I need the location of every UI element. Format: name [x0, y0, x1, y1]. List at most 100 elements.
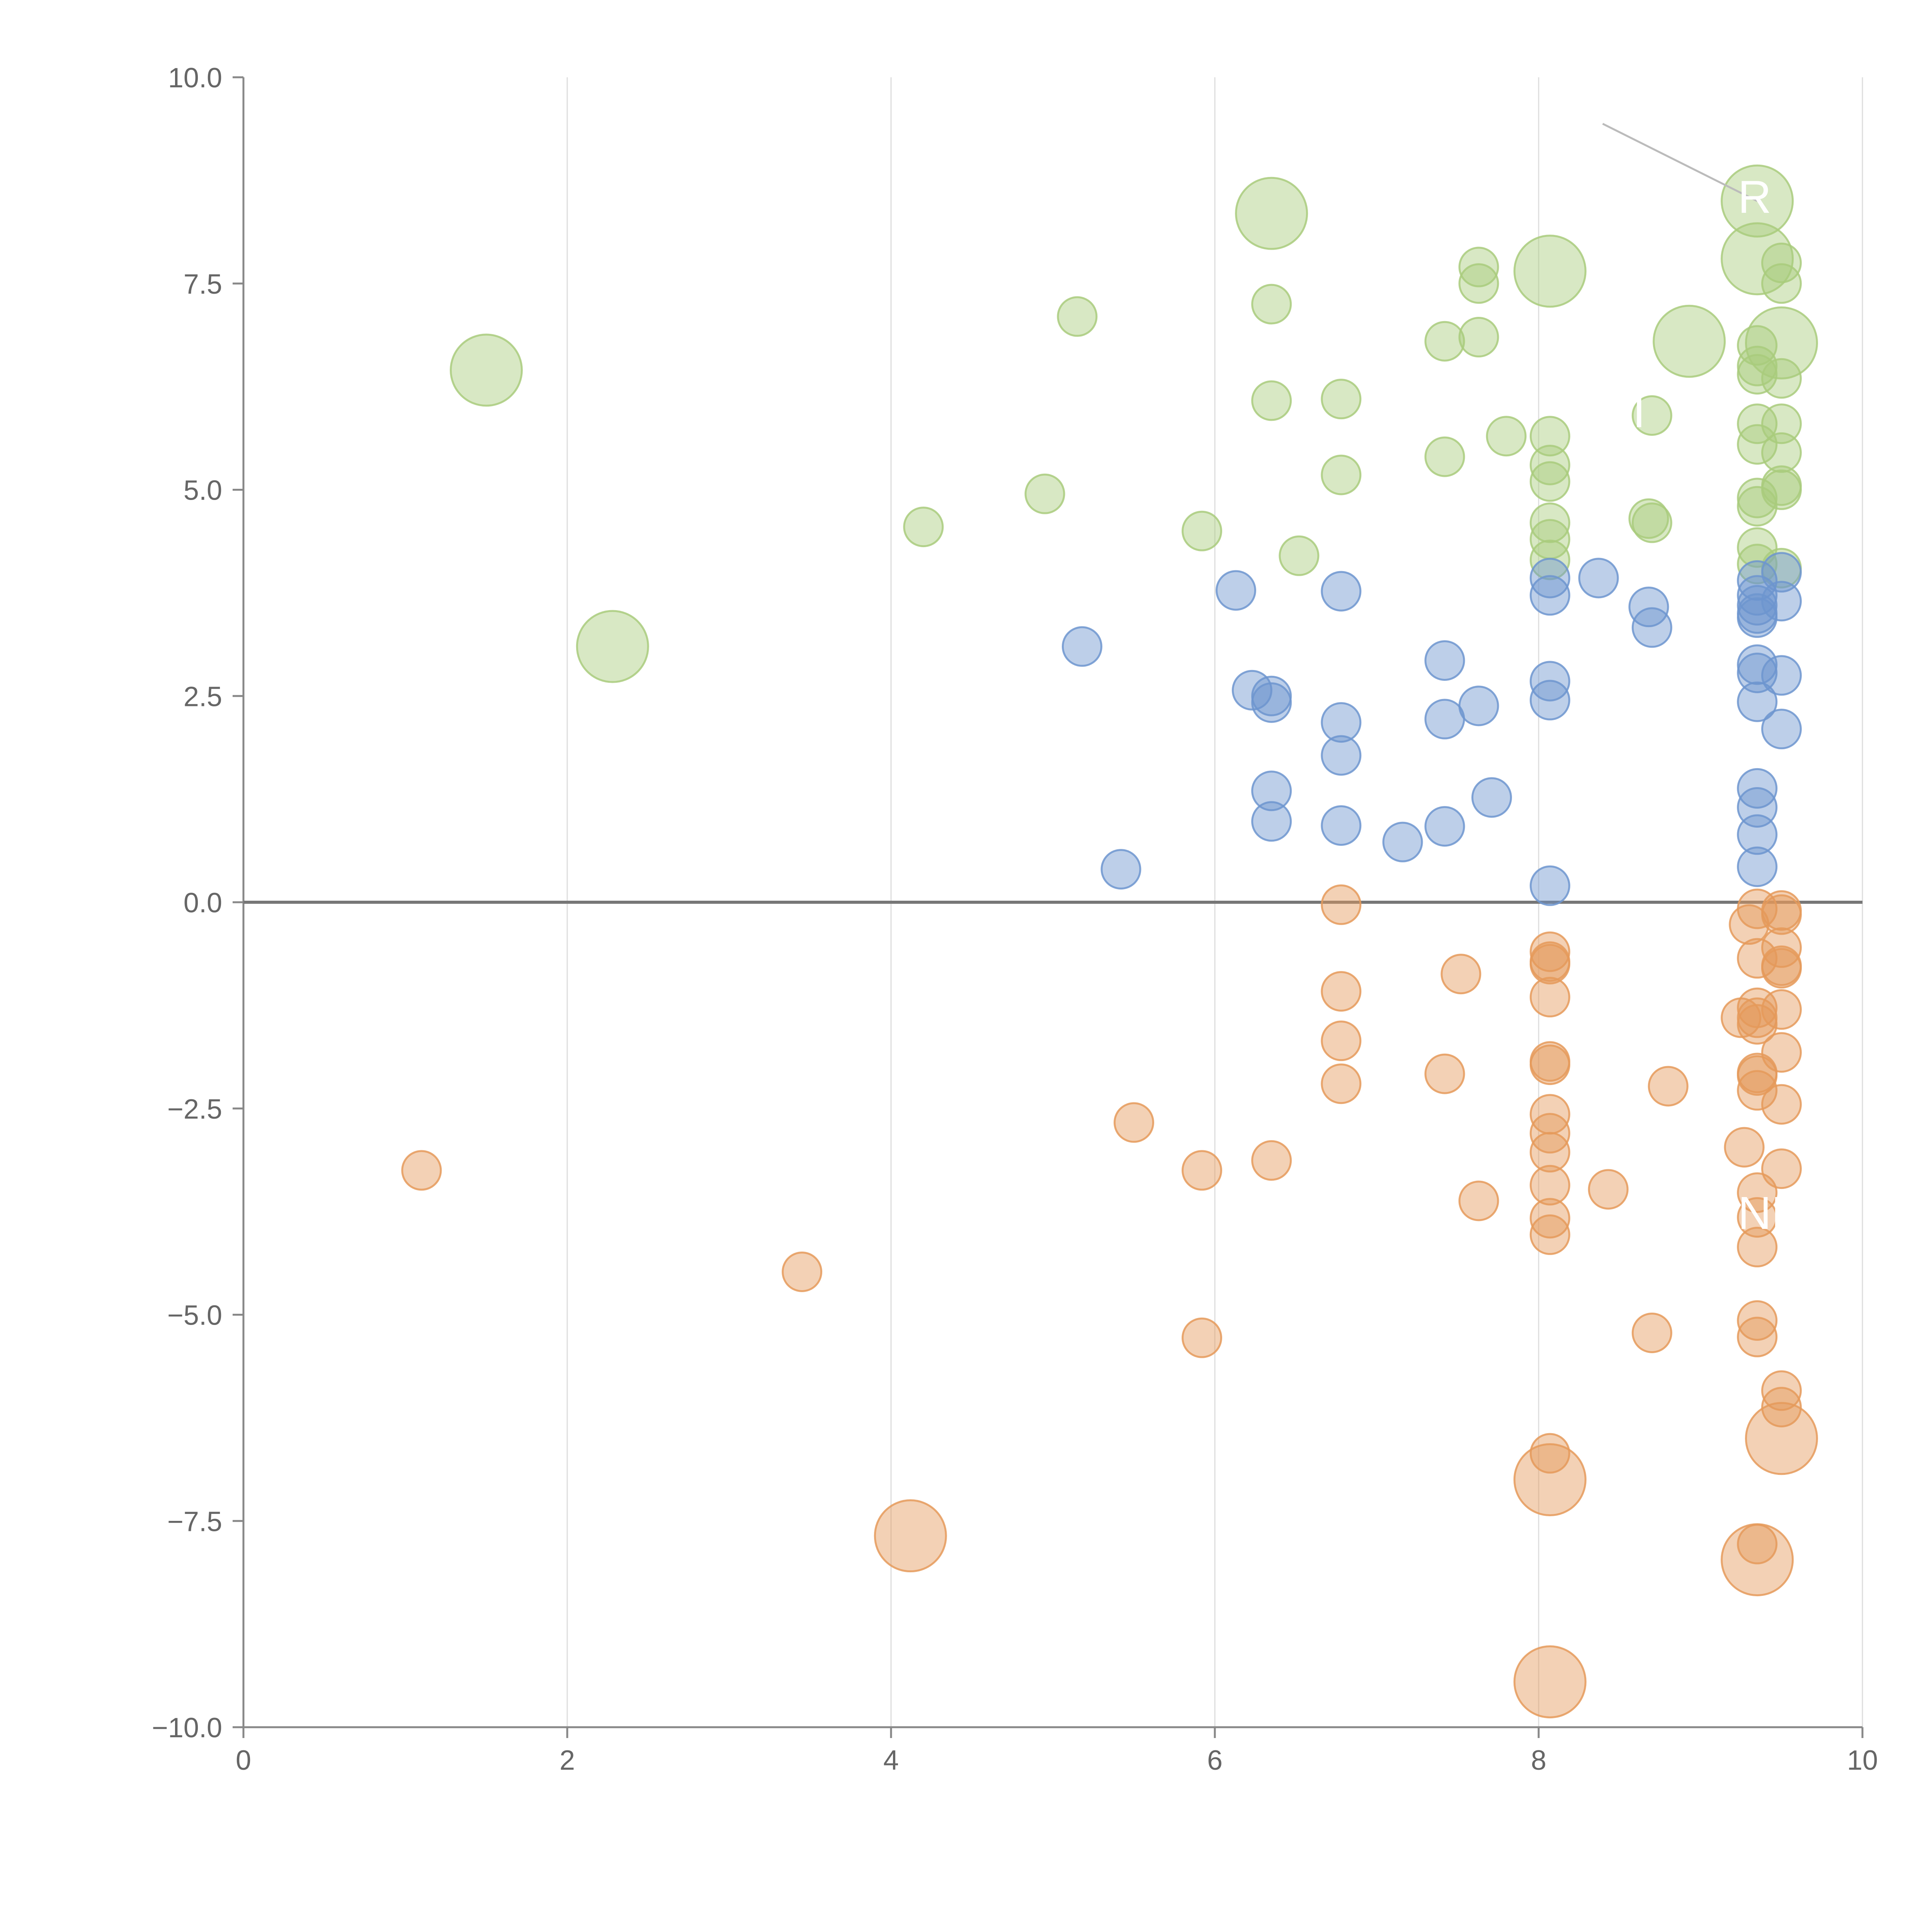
- green-point-20: [1529, 444, 1570, 485]
- green-point-26: [1631, 502, 1672, 543]
- y-tick-label-7: −7.5: [167, 1506, 222, 1537]
- blue-point-33: [1737, 681, 1778, 722]
- green-point-9: [1279, 535, 1320, 576]
- orange-point-13: [1458, 1180, 1499, 1221]
- orange-point-5: [1181, 1317, 1222, 1358]
- blue-point-37: [1737, 846, 1778, 887]
- green-point-15: [1458, 263, 1499, 304]
- blue-point-22: [1529, 865, 1570, 906]
- orange-point-0: [401, 1150, 442, 1191]
- orange-point-39: [1737, 1004, 1778, 1045]
- blue-point-1: [1100, 849, 1141, 890]
- y-tick-label-2: 5.0: [184, 475, 222, 506]
- annotation-labels: R I NE: [1633, 171, 1802, 1239]
- orange-point-52: [1761, 927, 1802, 968]
- blue-point-21: [1529, 680, 1570, 721]
- orange-point-29: [1588, 1169, 1629, 1210]
- orange-point-51: [1761, 894, 1802, 935]
- orange-point-27: [1513, 1443, 1587, 1516]
- blue-point-11: [1321, 805, 1362, 846]
- orange-point-55: [1761, 989, 1802, 1030]
- orange-point-30: [1631, 1312, 1672, 1353]
- blue-point-5: [1251, 682, 1292, 723]
- y-tick-label-6: −5.0: [167, 1300, 222, 1331]
- green-point-22: [1529, 502, 1570, 543]
- orange-point-6: [1251, 1140, 1292, 1181]
- blue-point-7: [1251, 801, 1292, 842]
- orange-point-33: [1724, 1127, 1765, 1168]
- orange-point-26: [1529, 1433, 1570, 1474]
- orange-point-22: [1529, 1132, 1570, 1173]
- green-point-0: [450, 333, 523, 407]
- blue-point-24: [1628, 587, 1669, 628]
- green-point-16: [1458, 317, 1499, 358]
- blue-point-18: [1529, 558, 1570, 599]
- data-points: [401, 164, 1818, 1719]
- orange-point-17: [1529, 977, 1570, 1018]
- blue-point-9: [1321, 702, 1362, 743]
- orange-point-60: [1761, 1387, 1802, 1428]
- blue-point-0: [1061, 626, 1102, 667]
- green-point-35: [1737, 424, 1778, 465]
- orange-point-19: [1529, 1044, 1570, 1085]
- green-point-28: [1653, 304, 1726, 378]
- green-point-45: [1761, 432, 1802, 473]
- green-point-17: [1486, 416, 1527, 457]
- y-tick-label-8: −10.0: [152, 1713, 222, 1743]
- orange-point-43: [1737, 1172, 1778, 1213]
- green-point-21: [1529, 461, 1570, 502]
- green-point-36: [1737, 478, 1778, 519]
- blue-point-14: [1424, 699, 1465, 740]
- orange-point-3: [1114, 1102, 1154, 1143]
- green-point-3: [1024, 473, 1065, 514]
- x-tick-label-0: 0: [236, 1745, 251, 1776]
- orange-point-45: [1737, 1226, 1778, 1267]
- y-tick-label-1: 7.5: [184, 269, 222, 300]
- orange-point-28: [1513, 1645, 1587, 1719]
- green-point-13: [1424, 436, 1465, 477]
- x-tick-label-4: 4: [883, 1745, 899, 1776]
- green-point-8: [1251, 380, 1292, 421]
- annotation-leaders: [1602, 123, 1758, 202]
- blue-point-19: [1529, 575, 1570, 616]
- blue-point-31: [1737, 644, 1778, 685]
- orange-point-31: [1648, 1066, 1689, 1107]
- x-tick-label-2: 2: [560, 1745, 575, 1776]
- green-point-37: [1737, 486, 1778, 527]
- green-point-18: [1513, 235, 1587, 308]
- blue-point-25: [1631, 607, 1672, 648]
- green-point-27: [1631, 395, 1672, 436]
- orange-point-1: [782, 1251, 823, 1292]
- x-tick-label-6: 6: [1207, 1745, 1223, 1776]
- green-point-38: [1737, 527, 1778, 568]
- green-point-47: [1761, 469, 1802, 510]
- orange-point-44: [1737, 1197, 1778, 1238]
- blue-point-12: [1382, 821, 1423, 862]
- green-point-43: [1761, 358, 1802, 399]
- green-point-19: [1529, 416, 1570, 457]
- orange-point-7: [1321, 884, 1362, 925]
- orange-point-11: [1424, 1053, 1465, 1094]
- orange-point-59: [1761, 1370, 1802, 1411]
- annotation-label-2: NE: [1738, 1187, 1803, 1239]
- orange-point-24: [1529, 1198, 1570, 1239]
- y-tick-label-4: 0.0: [184, 888, 222, 918]
- blue-point-40: [1761, 655, 1802, 696]
- orange-point-61: [1745, 1402, 1818, 1475]
- blue-point-10: [1321, 735, 1362, 776]
- orange-point-57: [1761, 1084, 1802, 1125]
- green-point-44: [1761, 403, 1802, 444]
- blue-point-39: [1761, 581, 1802, 622]
- blue-point-23: [1578, 558, 1619, 599]
- green-point-10: [1321, 379, 1362, 420]
- orange-point-54: [1761, 948, 1802, 989]
- blue-point-16: [1458, 685, 1499, 726]
- green-point-34: [1737, 403, 1778, 444]
- y-axis-ticks: 10.0 7.5 5.0 2.5 0.0 −2.5 −5.0 −7.5 −10.0: [152, 63, 243, 1743]
- orange-point-47: [1737, 1316, 1778, 1357]
- orange-point-25: [1529, 1214, 1570, 1255]
- blue-point-6: [1251, 770, 1292, 811]
- x-tick-label-10: 10: [1847, 1745, 1878, 1776]
- y-tick-label-0: 10.0: [168, 63, 222, 94]
